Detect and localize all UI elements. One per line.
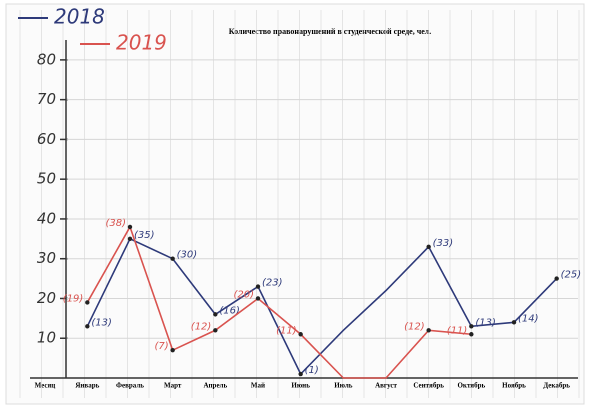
x-tick-label: Декабрь: [543, 382, 570, 390]
data-label: (30): [177, 250, 198, 261]
data-label: (23): [262, 278, 283, 289]
point: [85, 300, 89, 304]
point: [170, 348, 174, 352]
point: [213, 328, 217, 332]
y-tick-label: 30: [37, 249, 56, 267]
point: [512, 320, 516, 324]
y-tick-label: 70: [37, 90, 56, 108]
point: [170, 257, 174, 261]
chart-title: Количество правонарушений в студенческой…: [229, 27, 432, 36]
x-tick-label: Апрель: [203, 382, 227, 390]
y-tick-label: 20: [37, 289, 56, 307]
chart: Количество правонарушений в студенческой…: [0, 0, 590, 408]
x-tick-label: Январь: [75, 382, 99, 390]
point: [469, 324, 473, 328]
y-tick-label: 60: [37, 130, 56, 148]
point: [426, 328, 430, 332]
y-tick-label: 10: [37, 329, 56, 347]
legend-label: 2019: [116, 31, 167, 55]
point: [256, 284, 260, 288]
point: [85, 324, 89, 328]
point: [128, 225, 132, 229]
data-label: (35): [134, 230, 155, 241]
x-tick-label: Июль: [334, 382, 353, 390]
x-tick-label: Май: [251, 382, 265, 390]
point: [298, 372, 302, 376]
y-tick-label: 50: [37, 170, 56, 188]
point: [554, 276, 558, 280]
x-axis-label: Месяц: [35, 382, 56, 390]
legend-label: 2018: [54, 5, 105, 29]
data-label: (1): [305, 365, 319, 376]
x-tick-label: Август: [375, 382, 397, 390]
x-tick-label: Октябрь: [457, 382, 485, 390]
data-label: (11): [447, 325, 468, 336]
point: [426, 245, 430, 249]
point: [128, 237, 132, 241]
data-label: (13): [91, 317, 112, 328]
x-tick-label: Ноябрь: [502, 382, 526, 390]
data-label: (25): [561, 270, 582, 281]
data-label: (33): [433, 238, 454, 249]
point: [213, 312, 217, 316]
data-label: (12): [191, 321, 212, 332]
x-tick-label: Февраль: [116, 382, 144, 390]
data-label: (19): [63, 293, 84, 304]
point: [298, 332, 302, 336]
point: [469, 332, 473, 336]
data-label: (12): [404, 321, 425, 332]
data-label: (7): [154, 341, 168, 352]
data-label: (20): [233, 289, 254, 300]
x-tick-label: Июнь: [291, 382, 310, 390]
y-tick-label: 40: [37, 209, 56, 227]
data-label: (13): [475, 317, 496, 328]
paper: [6, 4, 584, 404]
y-tick-label: 80: [37, 50, 56, 68]
data-label: (38): [105, 218, 126, 229]
point: [256, 296, 260, 300]
data-label: (11): [276, 325, 297, 336]
data-label: (14): [518, 313, 539, 324]
x-tick-label: Март: [164, 382, 182, 390]
x-tick-label: Сентябрь: [413, 382, 444, 390]
